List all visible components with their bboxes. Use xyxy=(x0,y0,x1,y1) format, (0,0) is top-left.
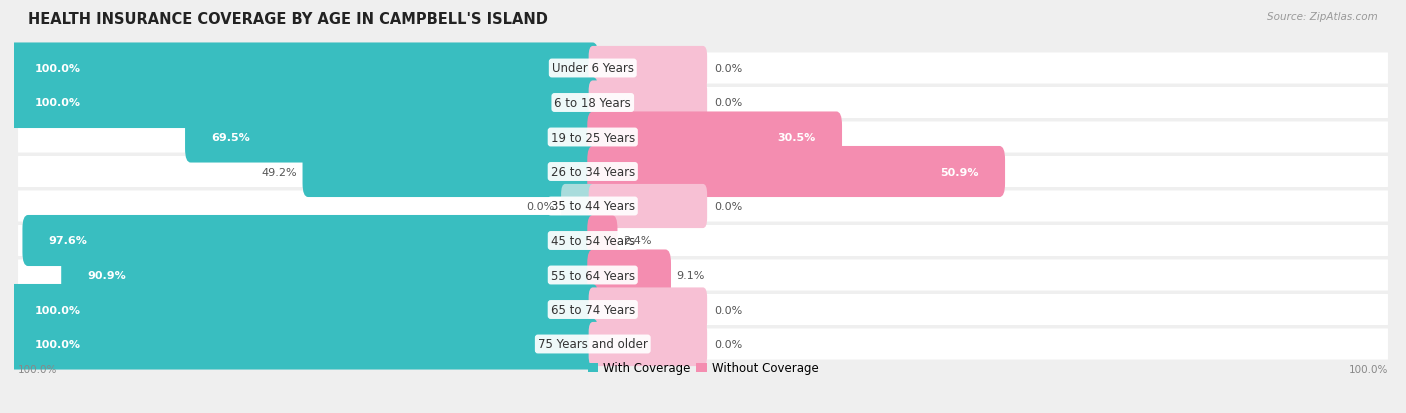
Text: 100.0%: 100.0% xyxy=(18,364,58,374)
Text: 100.0%: 100.0% xyxy=(35,305,80,315)
Text: 26 to 34 Years: 26 to 34 Years xyxy=(551,166,636,178)
FancyBboxPatch shape xyxy=(8,78,599,129)
Text: 55 to 64 Years: 55 to 64 Years xyxy=(551,269,636,282)
Text: Source: ZipAtlas.com: Source: ZipAtlas.com xyxy=(1267,12,1378,22)
Text: 50.9%: 50.9% xyxy=(941,167,979,177)
FancyBboxPatch shape xyxy=(18,260,1388,291)
FancyBboxPatch shape xyxy=(589,81,707,125)
Text: 0.0%: 0.0% xyxy=(714,202,742,211)
Text: 100.0%: 100.0% xyxy=(1348,364,1388,374)
FancyBboxPatch shape xyxy=(18,88,1388,119)
FancyBboxPatch shape xyxy=(302,147,599,197)
Text: 100.0%: 100.0% xyxy=(35,98,80,108)
Text: 49.2%: 49.2% xyxy=(262,167,297,177)
Text: 9.1%: 9.1% xyxy=(676,271,704,280)
FancyBboxPatch shape xyxy=(588,216,617,266)
FancyBboxPatch shape xyxy=(588,147,1005,197)
Text: 6 to 18 Years: 6 to 18 Years xyxy=(554,97,631,110)
Text: 0.0%: 0.0% xyxy=(714,64,742,74)
Text: 35 to 44 Years: 35 to 44 Years xyxy=(551,200,636,213)
FancyBboxPatch shape xyxy=(8,43,599,94)
Text: 97.6%: 97.6% xyxy=(49,236,87,246)
Text: 90.9%: 90.9% xyxy=(87,271,127,280)
FancyBboxPatch shape xyxy=(589,47,707,91)
FancyBboxPatch shape xyxy=(589,288,707,332)
Text: 30.5%: 30.5% xyxy=(778,133,815,142)
Text: 45 to 54 Years: 45 to 54 Years xyxy=(551,235,636,247)
FancyBboxPatch shape xyxy=(588,250,671,301)
Text: 100.0%: 100.0% xyxy=(35,64,80,74)
FancyBboxPatch shape xyxy=(18,294,1388,325)
Text: HEALTH INSURANCE COVERAGE BY AGE IN CAMPBELL'S ISLAND: HEALTH INSURANCE COVERAGE BY AGE IN CAMP… xyxy=(28,12,548,27)
Text: 0.0%: 0.0% xyxy=(526,202,554,211)
Text: Under 6 Years: Under 6 Years xyxy=(551,62,634,75)
FancyBboxPatch shape xyxy=(589,322,707,366)
FancyBboxPatch shape xyxy=(561,185,598,228)
FancyBboxPatch shape xyxy=(186,112,599,163)
Legend: With Coverage, Without Coverage: With Coverage, Without Coverage xyxy=(583,357,823,379)
FancyBboxPatch shape xyxy=(588,112,842,163)
FancyBboxPatch shape xyxy=(589,185,707,228)
FancyBboxPatch shape xyxy=(8,319,599,370)
FancyBboxPatch shape xyxy=(62,250,599,301)
Text: 19 to 25 Years: 19 to 25 Years xyxy=(551,131,636,144)
FancyBboxPatch shape xyxy=(18,329,1388,360)
FancyBboxPatch shape xyxy=(22,216,599,266)
FancyBboxPatch shape xyxy=(8,284,599,335)
FancyBboxPatch shape xyxy=(18,191,1388,222)
FancyBboxPatch shape xyxy=(18,157,1388,188)
FancyBboxPatch shape xyxy=(18,53,1388,84)
Text: 100.0%: 100.0% xyxy=(35,339,80,349)
Text: 0.0%: 0.0% xyxy=(714,339,742,349)
Text: 65 to 74 Years: 65 to 74 Years xyxy=(551,303,636,316)
Text: 2.4%: 2.4% xyxy=(623,236,651,246)
Text: 69.5%: 69.5% xyxy=(211,133,250,142)
Text: 0.0%: 0.0% xyxy=(714,305,742,315)
Text: 0.0%: 0.0% xyxy=(714,98,742,108)
FancyBboxPatch shape xyxy=(18,122,1388,153)
Text: 75 Years and older: 75 Years and older xyxy=(538,338,648,351)
FancyBboxPatch shape xyxy=(18,225,1388,256)
